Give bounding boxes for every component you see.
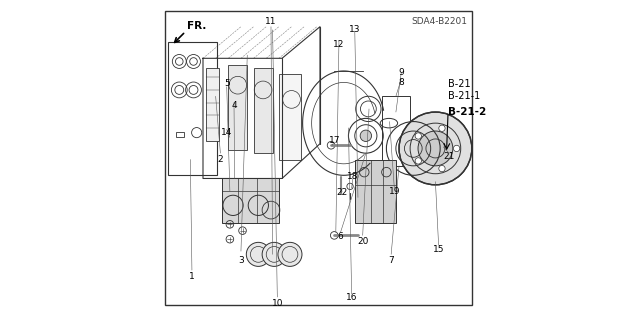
Text: 10: 10 [271,299,283,308]
Text: 7: 7 [388,256,394,265]
Text: 17: 17 [328,136,340,145]
Text: 5: 5 [224,79,230,88]
Text: 15: 15 [433,245,444,254]
Circle shape [439,125,445,131]
Polygon shape [228,65,247,150]
Polygon shape [355,160,396,223]
Circle shape [399,112,472,185]
FancyBboxPatch shape [165,11,472,305]
Polygon shape [279,74,301,160]
Text: FR.: FR. [187,21,207,31]
Circle shape [415,158,422,164]
Circle shape [246,242,270,266]
Text: 12: 12 [333,40,345,48]
Text: 3: 3 [238,256,244,265]
FancyBboxPatch shape [176,132,184,137]
Text: 11: 11 [265,18,276,26]
Circle shape [278,242,302,266]
Text: 8: 8 [398,78,404,86]
Text: 22: 22 [337,188,348,197]
Circle shape [439,166,445,172]
Text: B-21-2: B-21-2 [448,107,486,117]
Text: 9: 9 [398,68,404,77]
Text: SDA4-B2201: SDA4-B2201 [412,17,468,26]
Text: 1: 1 [189,272,195,281]
Text: 21: 21 [444,152,454,161]
Text: 2: 2 [218,155,223,164]
Polygon shape [253,68,273,153]
Text: 6: 6 [338,233,344,241]
FancyBboxPatch shape [168,42,217,175]
Circle shape [454,145,460,152]
Text: 16: 16 [346,293,357,301]
Circle shape [415,133,422,139]
Circle shape [262,242,286,266]
Text: B-21-1: B-21-1 [448,92,481,101]
Text: 19: 19 [388,187,400,196]
Text: B-21: B-21 [448,79,470,89]
Text: 4: 4 [231,101,237,110]
Text: 14: 14 [221,128,232,137]
Circle shape [360,130,372,141]
Text: 18: 18 [347,172,358,182]
Circle shape [418,131,453,166]
Text: 20: 20 [357,237,369,246]
Polygon shape [206,68,219,141]
Polygon shape [222,178,279,223]
FancyArrowPatch shape [175,33,184,42]
Text: 13: 13 [349,25,360,34]
